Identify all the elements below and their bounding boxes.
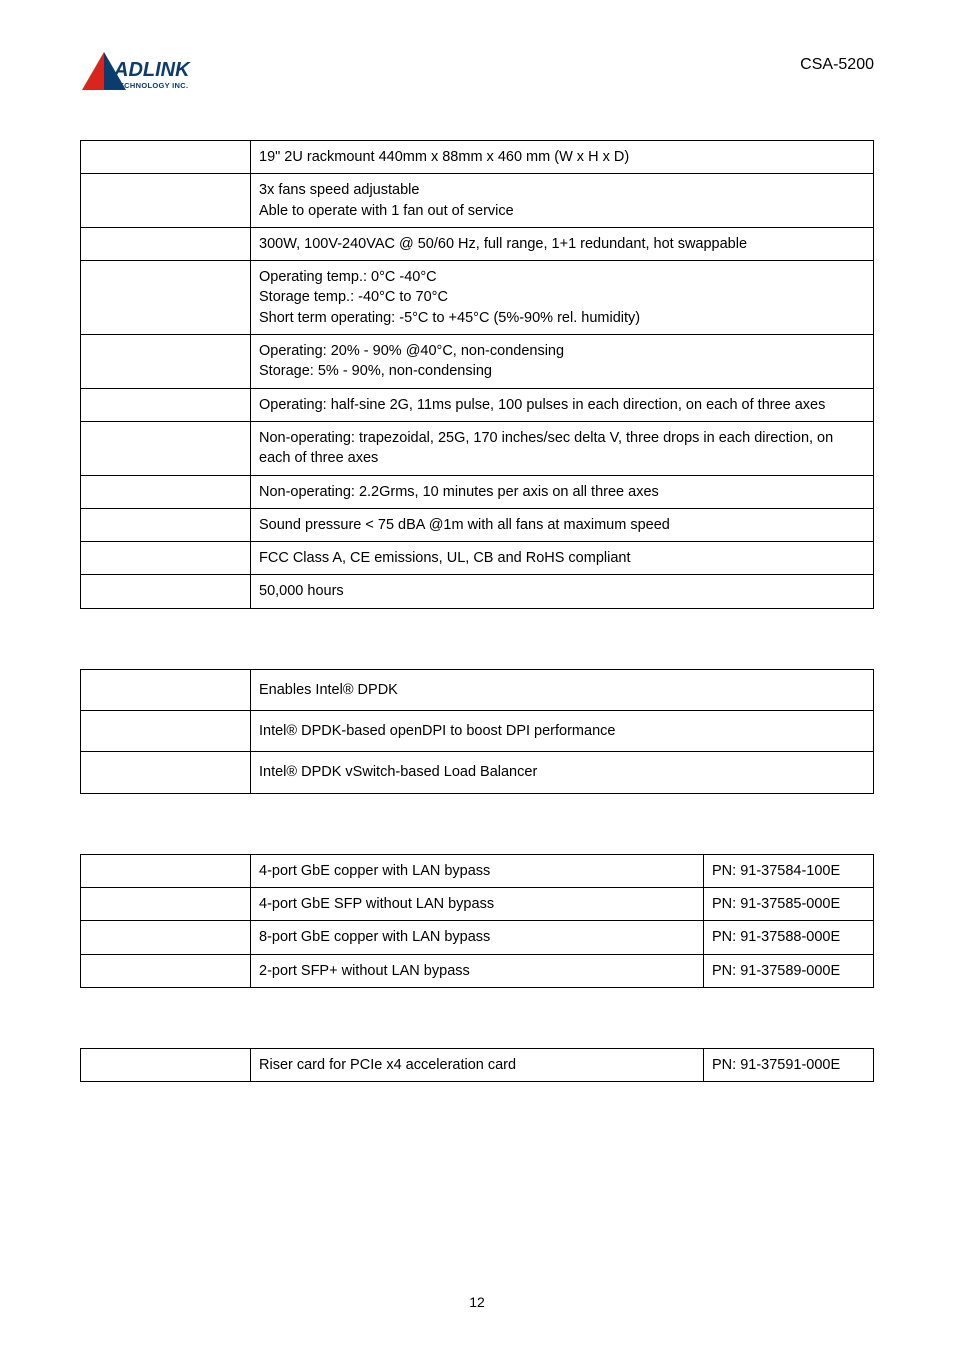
page-header: ADLINK TECHNOLOGY INC. CSA-5200	[80, 50, 874, 96]
row-label	[81, 542, 251, 575]
table-row: FCC Class A, CE emissions, UL, CB and Ro…	[81, 542, 874, 575]
spec-table-mechanical: 19" 2U rackmount 440mm x 88mm x 460 mm (…	[80, 140, 874, 609]
row-label	[81, 421, 251, 475]
row-label	[81, 141, 251, 174]
row-value: Intel® DPDK vSwitch-based Load Balancer	[251, 752, 874, 793]
table-row: 19" 2U rackmount 440mm x 88mm x 460 mm (…	[81, 141, 874, 174]
table-row: Operating: half-sine 2G, 11ms pulse, 100…	[81, 388, 874, 421]
row-value: Non-operating: 2.2Grms, 10 minutes per a…	[251, 475, 874, 508]
table-row: Non-operating: 2.2Grms, 10 minutes per a…	[81, 475, 874, 508]
row-label	[81, 388, 251, 421]
logo-text-top: ADLINK	[113, 59, 191, 81]
row-value: Operating temp.: 0°C -40°C Storage temp.…	[251, 261, 874, 335]
row-label	[81, 261, 251, 335]
row-value: 300W, 100V-240VAC @ 50/60 Hz, full range…	[251, 227, 874, 260]
table-row: Non-operating: trapezoidal, 25G, 170 inc…	[81, 421, 874, 475]
row-pn: PN: 91-37589-000E	[704, 954, 874, 987]
page-number: 12	[0, 1294, 954, 1310]
adlink-logo: ADLINK TECHNOLOGY INC.	[80, 50, 220, 96]
row-value: Enables Intel® DPDK	[251, 669, 874, 710]
row-value: 19" 2U rackmount 440mm x 88mm x 460 mm (…	[251, 141, 874, 174]
table-row: Sound pressure < 75 dBA @1m with all fan…	[81, 508, 874, 541]
row-value: 50,000 hours	[251, 575, 874, 608]
spec-table-riser: Riser card for PCIe x4 acceleration card…	[80, 1048, 874, 1082]
table-row: 3x fans speed adjustable Able to operate…	[81, 174, 874, 228]
row-label	[81, 954, 251, 987]
table-row: Riser card for PCIe x4 acceleration card…	[81, 1048, 874, 1081]
row-value: Operating: 20% - 90% @40°C, non-condensi…	[251, 335, 874, 389]
table-row: Enables Intel® DPDK	[81, 669, 874, 710]
row-label	[81, 575, 251, 608]
row-label	[81, 1048, 251, 1081]
row-desc: 8-port GbE copper with LAN bypass	[251, 921, 704, 954]
row-label	[81, 887, 251, 920]
spec-table-nic-modules: 4-port GbE copper with LAN bypassPN: 91-…	[80, 854, 874, 988]
row-desc: 4-port GbE copper with LAN bypass	[251, 854, 704, 887]
row-value: Sound pressure < 75 dBA @1m with all fan…	[251, 508, 874, 541]
row-label	[81, 508, 251, 541]
row-label	[81, 475, 251, 508]
row-desc: Riser card for PCIe x4 acceleration card	[251, 1048, 704, 1081]
row-pn: PN: 91-37588-000E	[704, 921, 874, 954]
table-row: Intel® DPDK-based openDPI to boost DPI p…	[81, 711, 874, 752]
row-label	[81, 174, 251, 228]
row-desc: 2-port SFP+ without LAN bypass	[251, 954, 704, 987]
row-label	[81, 752, 251, 793]
row-label	[81, 711, 251, 752]
row-label	[81, 335, 251, 389]
row-label	[81, 921, 251, 954]
table-row: Intel® DPDK vSwitch-based Load Balancer	[81, 752, 874, 793]
row-value: Non-operating: trapezoidal, 25G, 170 inc…	[251, 421, 874, 475]
table-row: 2-port SFP+ without LAN bypassPN: 91-375…	[81, 954, 874, 987]
row-label	[81, 227, 251, 260]
table-row: 4-port GbE SFP without LAN bypassPN: 91-…	[81, 887, 874, 920]
row-value: FCC Class A, CE emissions, UL, CB and Ro…	[251, 542, 874, 575]
table-row: Operating: 20% - 90% @40°C, non-condensi…	[81, 335, 874, 389]
row-label	[81, 669, 251, 710]
table-row: 4-port GbE copper with LAN bypassPN: 91-…	[81, 854, 874, 887]
row-value: Intel® DPDK-based openDPI to boost DPI p…	[251, 711, 874, 752]
row-value: 3x fans speed adjustable Able to operate…	[251, 174, 874, 228]
spec-table-software: Enables Intel® DPDKIntel® DPDK-based ope…	[80, 669, 874, 794]
table-row: 50,000 hours	[81, 575, 874, 608]
row-pn: PN: 91-37591-000E	[704, 1048, 874, 1081]
table-row: Operating temp.: 0°C -40°C Storage temp.…	[81, 261, 874, 335]
product-code: CSA-5200	[800, 50, 874, 74]
row-label	[81, 854, 251, 887]
row-desc: 4-port GbE SFP without LAN bypass	[251, 887, 704, 920]
row-pn: PN: 91-37585-000E	[704, 887, 874, 920]
row-value: Operating: half-sine 2G, 11ms pulse, 100…	[251, 388, 874, 421]
logo-text-bottom: TECHNOLOGY INC.	[114, 81, 188, 90]
table-row: 8-port GbE copper with LAN bypassPN: 91-…	[81, 921, 874, 954]
table-row: 300W, 100V-240VAC @ 50/60 Hz, full range…	[81, 227, 874, 260]
row-pn: PN: 91-37584-100E	[704, 854, 874, 887]
